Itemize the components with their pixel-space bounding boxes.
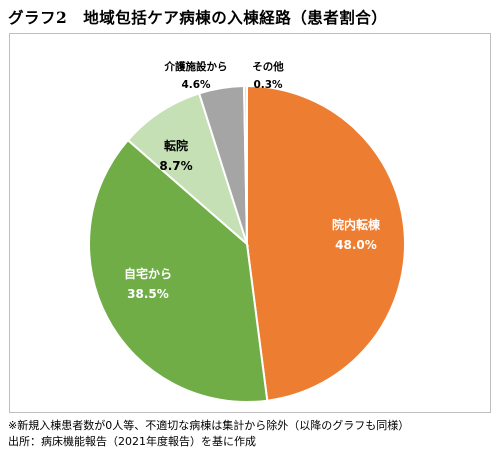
pie-slice-2 [88,138,269,403]
footnote-source: 出所：病床機能報告（2021年度報告）を基に作成 [8,435,256,448]
pie-slice-5 [243,84,248,245]
slice-label-category: 院内転棟 [332,217,381,232]
slice-label-value: 8.7% [159,159,192,173]
chart-frame [9,33,491,413]
slice-label-value: 0.3% [253,79,283,91]
pie-slice-1 [246,84,407,402]
footnotes: ※新規入棟患者数が0人等、不適切な病棟は集計から除外（以降のグラフも同様） 出所… [8,418,409,450]
chart-title: グラフ2 地域包括ケア病棟の入棟経路（患者割合） [8,8,388,27]
slice-label-category: 介護施設から [164,60,228,73]
slice-label-value: 4.6% [181,79,211,91]
slice-label-value: 48.0% [335,238,377,252]
slice-label-category: その他 [252,60,284,73]
slice-label-category: 転院 [164,138,188,153]
slice-label-value: 38.5% [127,287,169,301]
slice-label-category: 自宅から [124,266,172,281]
footnote-exclusion: ※新規入棟患者数が0人等、不適切な病棟は集計から除外（以降のグラフも同様） [8,419,410,432]
pie-slice-3 [126,92,250,248]
